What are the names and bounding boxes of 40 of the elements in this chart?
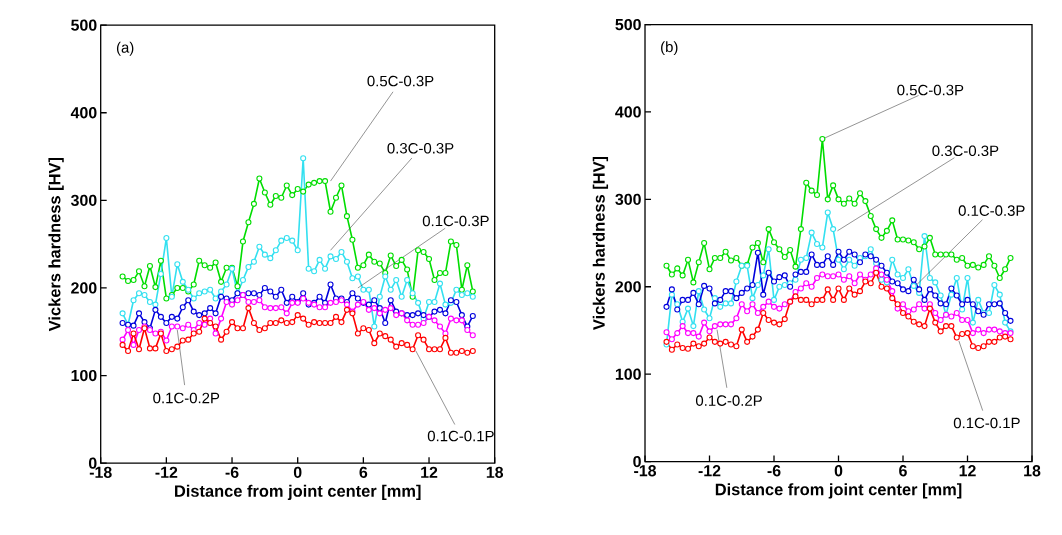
x-tick-label: 6 xyxy=(899,465,907,477)
x-axis-title: Distance from joint center [mm] xyxy=(715,483,962,499)
text: (a) xyxy=(116,41,134,56)
x-tick-label: 0 xyxy=(834,465,843,477)
y-tick-label: 400 xyxy=(615,106,641,118)
y-tick-label: 100 xyxy=(71,369,97,382)
text: (b) xyxy=(661,41,678,56)
annotation: 0.1C-0.1P xyxy=(953,417,1020,429)
x-tick-label: -18 xyxy=(634,465,657,477)
x-tick-label: -12 xyxy=(698,465,721,477)
y-tick-label: 500 xyxy=(615,18,641,31)
x-tick-label: 0 xyxy=(293,466,302,478)
annotation: 0.1C-0.3P xyxy=(422,215,489,227)
y-axis-title: Vickers hardness [HV] xyxy=(592,156,609,331)
x-tick-label: 12 xyxy=(959,465,976,477)
x-tick-label: 6 xyxy=(359,466,368,478)
y-tick-label: 0 xyxy=(633,455,641,468)
annotation: 0.1C-0.1P xyxy=(427,430,494,442)
y-tick-label: 100 xyxy=(615,368,641,380)
x-tick-label: -12 xyxy=(155,466,178,478)
x-tick-label: 18 xyxy=(486,466,504,478)
y-tick-label: 400 xyxy=(70,107,97,119)
annotation: 0.3C-0.3P xyxy=(932,145,999,157)
y-axis-title: Vickers hardness [HV] xyxy=(48,158,64,332)
y-tick-label: 200 xyxy=(615,281,641,293)
annotation: 0.5C-0.3P xyxy=(897,84,964,96)
annotation: 0.1C-0.2P xyxy=(695,395,762,406)
y-tick-label: 300 xyxy=(615,193,641,206)
y-tick-label: 200 xyxy=(71,282,97,294)
annotation: 0.3C-0.3P xyxy=(387,143,454,154)
annotation: 0.5C-0.3P xyxy=(367,75,434,87)
x-tick-label: 18 xyxy=(1024,465,1041,477)
x-tick-label: -6 xyxy=(225,466,239,478)
x-tick-label: 12 xyxy=(421,466,438,478)
y-tick-label: 500 xyxy=(71,19,97,31)
y-tick-label: 300 xyxy=(70,194,97,206)
x-axis-title: Distance from joint center [mm] xyxy=(175,484,421,501)
annotation: 0.1C-0.3P xyxy=(958,205,1025,216)
x-tick-label: -6 xyxy=(767,465,781,477)
annotation: 0.1C-0.2P xyxy=(153,392,220,404)
